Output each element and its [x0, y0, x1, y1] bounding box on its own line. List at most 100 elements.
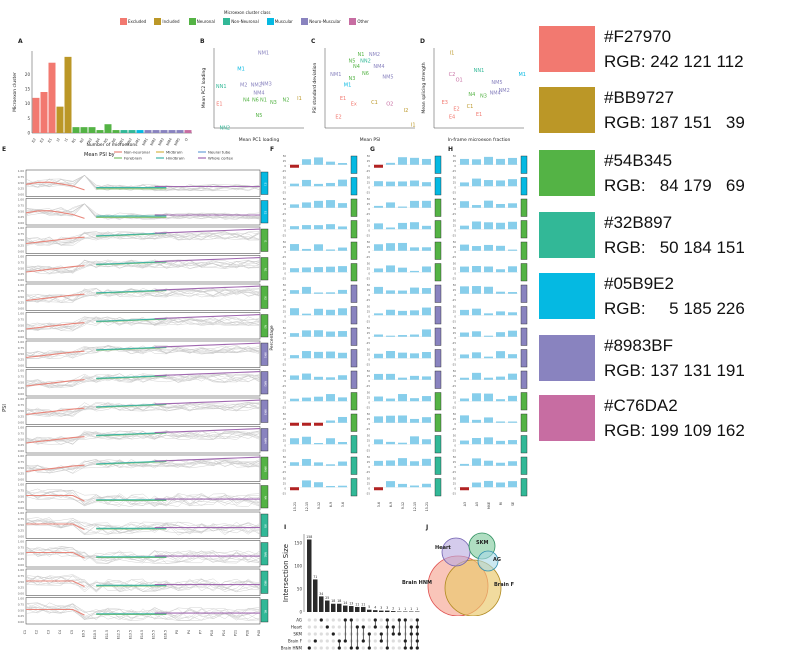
panel-label-i: I: [284, 524, 287, 531]
panelG-ytick: 0: [368, 186, 370, 190]
panelD-point-label: E1: [476, 112, 482, 118]
panel-e-row-tag: [260, 200, 269, 224]
panelG-ytick: 25: [367, 288, 371, 292]
legend-swatch-2: [188, 18, 196, 25]
panelH-ytick: 0: [454, 272, 456, 276]
panel-e-xtick: E12.5: [117, 630, 121, 639]
panelD-point-label: N3: [480, 94, 487, 100]
panel-e-xtick: C1: [23, 630, 27, 634]
panel-e-row-tag-label: E1: [264, 183, 268, 187]
panelH-ytick: 0: [454, 336, 456, 340]
panel-i-matrix-dot: [313, 646, 317, 650]
panel-e-ytick: 0.00: [18, 307, 24, 311]
panel-e-row-tag-label: E2: [264, 211, 268, 215]
panelF-ytick: -25: [282, 449, 287, 453]
panel-e-legend-label: Whole cortex: [208, 156, 234, 161]
panelH-ytick: -25: [452, 406, 457, 410]
panelH-ytick: -25: [452, 384, 457, 388]
panelH-bar: [496, 180, 505, 187]
panelG-bar: [374, 373, 383, 380]
panelB-point-label: E1: [216, 102, 222, 108]
panelG-bar: [374, 164, 383, 168]
panel-e-xtick: P28: [245, 630, 249, 636]
panelH-bar: [460, 415, 469, 423]
panel-j-circle-heart: [441, 537, 471, 567]
panel-e-ytick: 0.25: [18, 244, 24, 248]
panel-i-matrix-dot: [367, 618, 371, 622]
panelH-row-tag: [520, 155, 528, 174]
panel-e-ytick: 0.25: [18, 500, 24, 504]
panelF-ytick: -25: [282, 234, 287, 238]
panel-e-mean-line: [26, 494, 85, 502]
panelG-xtick: 12-15: [413, 502, 417, 511]
panelD-point-label: O1: [456, 78, 463, 84]
panelC-point-label: Ex: [351, 102, 357, 108]
panelF-ytick: 50: [283, 326, 287, 330]
panel-e-ytick: 0.25: [18, 386, 24, 390]
panel-e-row-tag-label: N1: [264, 268, 268, 272]
panel-a-bar: [96, 130, 104, 133]
color-rgb-3: RGB: 50 184 151: [604, 238, 745, 257]
panel-e-mean-line: [96, 261, 167, 265]
panel-i-bar: [355, 606, 360, 612]
panelG-bar: [422, 329, 431, 337]
panel-e-ytick: 0.75: [18, 403, 24, 407]
panel-e-ytick: 0.50: [18, 437, 24, 441]
panelC-point-label: I2: [404, 108, 409, 114]
panel-e-trace: [25, 402, 261, 417]
panelF-ytick: 0: [284, 358, 286, 362]
color-hex-2: #54B345: [604, 151, 673, 170]
panel-i-bar: [349, 606, 354, 612]
panelC-point-label: I1: [411, 122, 416, 128]
legend-label-1: Included: [162, 19, 180, 24]
panel-e-ytick: 1.00: [18, 597, 24, 601]
panelF-bar: [314, 482, 323, 488]
panel-label-b: B: [200, 38, 205, 45]
panelH-ytick: -25: [452, 341, 457, 345]
panelG-bar: [374, 205, 383, 208]
panel-i-bar-label: 11: [361, 602, 365, 606]
panelF-bar: [314, 157, 323, 165]
panel-e-trace: [25, 259, 261, 274]
panel-a-bar: [120, 130, 128, 133]
panelB-point-label: M1: [237, 66, 245, 72]
panelG-bar: [386, 309, 395, 316]
panel-e-row-tag: [260, 314, 269, 338]
panelF-bar: [302, 351, 311, 359]
panelH-ytick: 25: [453, 202, 457, 206]
panelC-point-label: O2: [386, 102, 393, 108]
legend-label-4: Muscular: [274, 19, 293, 24]
legend-swatch-1: [154, 18, 162, 25]
panelF-bar: [314, 308, 323, 316]
panel-e-ytick: 1.00: [18, 540, 24, 544]
panelH-bar: [460, 225, 469, 230]
panelH-ytick: 25: [453, 482, 457, 486]
panelF-ytick: -25: [282, 255, 287, 259]
panelF-bar: [326, 224, 335, 230]
panelH-bar: [472, 393, 481, 402]
panelG-bar: [422, 396, 431, 402]
panel-e-ytick: 0.75: [18, 488, 24, 492]
panel-b-scatter: Mean PC1 loading Mean PC2 loading NM1 M1 NN1…: [201, 48, 304, 143]
panelG-ytick: 0: [368, 465, 370, 469]
panel-e-row-frame: [25, 454, 261, 482]
panelG-ytick: 25: [367, 245, 371, 249]
panel-e-ytick: 0.00: [18, 535, 24, 539]
panel-e-trace: [25, 520, 261, 534]
panelG-ytick: 50: [367, 326, 371, 330]
panelH-bar: [496, 376, 505, 380]
panelG-ytick: -25: [366, 191, 371, 195]
panel-i-matrix-dot: [373, 639, 377, 643]
panelG-xtick: 3-6: [377, 502, 381, 507]
panel-e-ytick: 1.00: [18, 226, 24, 230]
panelF-row-tag: [350, 284, 358, 303]
panelH-bar: [508, 481, 517, 488]
panelG-ytick: 50: [367, 369, 371, 373]
panelH-row-tag: [520, 478, 528, 497]
panelH-ytick: 0: [454, 186, 456, 190]
panelG-bar: [386, 398, 395, 402]
panelH-bar: [496, 482, 505, 488]
panelG-ytick: 25: [367, 439, 371, 443]
panelF-ytick: 25: [283, 331, 287, 335]
